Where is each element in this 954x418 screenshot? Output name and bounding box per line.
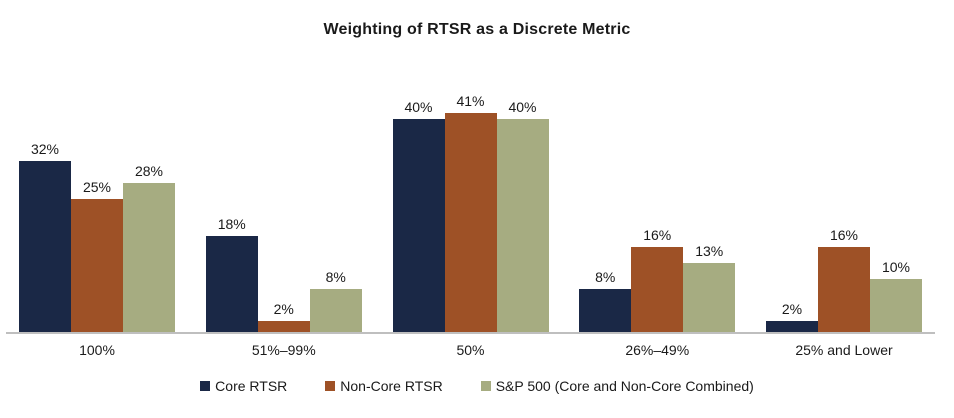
bar-column: 10% [870, 260, 922, 332]
bar-column: 18% [205, 216, 258, 332]
bar-column: 16% [631, 227, 684, 332]
value-label: 32% [30, 141, 60, 157]
chart-legend: Core RTSR Non-Core RTSR S&P 500 (Core and … [0, 378, 954, 394]
category-label: 25% and Lower [795, 342, 893, 358]
bar-column: 16% [818, 228, 870, 332]
legend-swatch-icon [325, 381, 336, 391]
legend-entry: S&P 500 (Core and Non-Core Combined) [480, 378, 754, 394]
bar [579, 289, 632, 332]
value-label: 18% [217, 216, 246, 232]
bar-group: 8% 16% 13% 26%–49% [579, 227, 736, 358]
bar-column: 13% [683, 243, 736, 332]
value-label: 41% [456, 93, 485, 109]
bar [309, 289, 362, 332]
legend-entry: Core RTSR [200, 378, 287, 394]
bar [766, 321, 818, 332]
bar [818, 247, 870, 332]
category-label: 100% [79, 342, 115, 358]
bar [496, 119, 549, 332]
bar-column: 40% [392, 99, 445, 332]
value-label: 2% [273, 301, 294, 317]
bar [257, 321, 310, 332]
bar [123, 183, 175, 332]
bar [683, 263, 736, 332]
bar-column: 8% [309, 269, 362, 332]
bar-group: 40% 41% 40% 50% [392, 93, 549, 358]
legend-label: Non-Core RTSR [340, 378, 443, 394]
category-label: 50% [456, 342, 485, 358]
bar-group: 32% 25% 28% 100% [19, 142, 175, 358]
value-label: 16% [829, 227, 859, 243]
x-axis-line [6, 332, 935, 334]
bar-column: 2% [766, 302, 818, 332]
legend-label: Core RTSR [215, 378, 288, 394]
value-label: 8% [325, 269, 346, 285]
bar-column: 28% [123, 164, 175, 332]
bar-group: 18% 2% 8% 51%–99% [205, 216, 362, 358]
bar-group: 2% 16% 10% 25% and Lower [766, 228, 922, 358]
bar-column: 8% [579, 269, 632, 332]
bar-chart-plot: 32% 25% 28% 100% 18% 2% 8% 51%–99% 40% 41% 40% 50% 8… [6, 92, 935, 358]
bar [631, 247, 684, 332]
bar [870, 279, 922, 332]
value-label: 2% [781, 301, 803, 317]
legend-label: S&P 500 (Core and Non-Core Combined) [495, 378, 754, 394]
bar [205, 236, 258, 332]
legend-swatch-icon [480, 381, 491, 391]
value-label: 28% [134, 163, 164, 179]
value-label: 13% [695, 243, 724, 259]
chart-title: Weighting of RTSR as a Discrete Metric [323, 21, 631, 38]
bar [444, 113, 497, 332]
value-label: 40% [404, 99, 433, 115]
value-label: 16% [643, 227, 672, 243]
category-label: 26%–49% [625, 342, 690, 358]
bar-column: 32% [19, 142, 71, 332]
bar-column: 2% [257, 301, 310, 332]
value-label: 25% [82, 179, 112, 195]
value-label: 40% [508, 99, 537, 115]
bar-column: 25% [71, 180, 123, 332]
value-label: 8% [595, 269, 616, 285]
bar [392, 119, 445, 332]
bar-column: 40% [496, 99, 549, 332]
legend-entry: Non-Core RTSR [325, 378, 443, 394]
bar [19, 161, 71, 332]
legend-swatch-icon [200, 381, 211, 391]
value-label: 10% [881, 259, 911, 275]
bar [71, 199, 123, 332]
bar-column: 41% [444, 93, 497, 332]
category-label: 51%–99% [251, 342, 316, 358]
